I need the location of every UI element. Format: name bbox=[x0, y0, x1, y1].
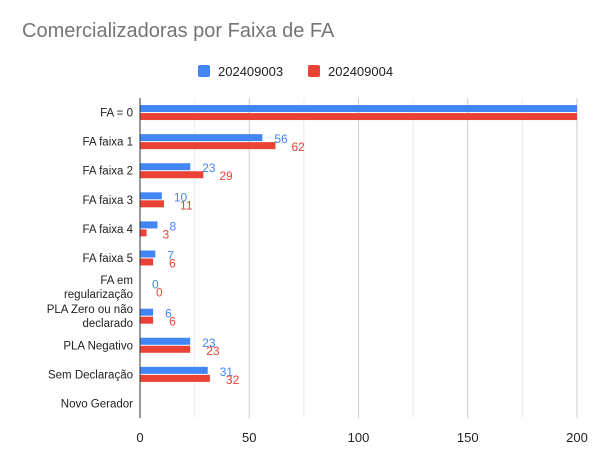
category-label: FA faixa 3 bbox=[82, 195, 133, 207]
data-label-series-2: 0 bbox=[156, 286, 163, 300]
data-label-series-1: 8 bbox=[169, 219, 176, 233]
category-label: Novo Gerador bbox=[61, 398, 133, 410]
legend-item-series-2[interactable]: 202409004 bbox=[308, 62, 393, 80]
bar-series-1 bbox=[140, 250, 156, 258]
data-label-series-2: 62 bbox=[291, 140, 305, 154]
bar-series-1 bbox=[140, 134, 263, 142]
category-label: FA faixa 4 bbox=[82, 224, 133, 236]
x-tick-label: 200 bbox=[566, 430, 588, 445]
x-tick-label: 50 bbox=[242, 430, 256, 445]
category-label: FA faixa 2 bbox=[82, 166, 133, 178]
data-label-series-1: 10 bbox=[174, 190, 188, 204]
data-label-series-1: 56 bbox=[274, 132, 288, 146]
bar-series-1 bbox=[140, 105, 577, 113]
bar-series-1 bbox=[140, 192, 162, 200]
bar-series-1 bbox=[140, 366, 208, 374]
data-label-series-2: 6 bbox=[169, 257, 176, 271]
category-label: FA = 0 bbox=[100, 108, 133, 120]
category-label: FA em bbox=[100, 275, 133, 287]
legend-swatch-series-1 bbox=[198, 65, 210, 77]
data-label-series-1: 0 bbox=[152, 278, 159, 292]
data-label-series-2: 11 bbox=[180, 198, 193, 212]
legend-item-series-1[interactable]: 202409003 bbox=[198, 62, 283, 80]
bar-series-2 bbox=[140, 171, 204, 179]
bar-series-1 bbox=[140, 337, 191, 345]
data-label-series-2: 23 bbox=[206, 344, 220, 358]
bar-series-2 bbox=[140, 374, 210, 382]
x-tick-label: 0 bbox=[136, 430, 143, 445]
data-label-series-1: 7 bbox=[167, 249, 174, 263]
legend-label-series-1: 202409003 bbox=[218, 63, 284, 79]
data-label-series-2: 29 bbox=[219, 169, 233, 183]
x-tick-label: 100 bbox=[348, 430, 370, 445]
bar-series-1 bbox=[140, 308, 154, 316]
category-label: FA faixa 1 bbox=[82, 137, 133, 149]
data-label-series-2: 6 bbox=[169, 315, 176, 329]
bar-series-1 bbox=[140, 163, 191, 171]
data-label-series-1: 6 bbox=[165, 307, 172, 321]
bar-series-2 bbox=[140, 200, 165, 208]
bar-series-2 bbox=[140, 113, 577, 121]
x-tick-label: 150 bbox=[457, 430, 479, 445]
category-label: FA faixa 5 bbox=[82, 253, 133, 265]
legend-swatch-series-2 bbox=[308, 65, 320, 77]
category-label: declarado bbox=[82, 318, 133, 330]
data-label-series-2: 32 bbox=[226, 373, 240, 387]
category-label: regularização bbox=[64, 289, 133, 301]
chart-title: Comercializadoras por Faixa de FA bbox=[22, 20, 335, 42]
bar-series-2 bbox=[140, 258, 154, 266]
data-label-series-1: 23 bbox=[202, 161, 216, 175]
bar-series-1 bbox=[140, 221, 158, 229]
category-label: Sem Declaração bbox=[48, 369, 133, 381]
category-label: PLA Negativo bbox=[63, 340, 133, 352]
data-label-series-1: 23 bbox=[202, 336, 216, 350]
bar-series-2 bbox=[140, 229, 147, 237]
bar-series-2 bbox=[140, 142, 276, 150]
bar-series-2 bbox=[140, 345, 191, 353]
legend-label-series-2: 202409004 bbox=[328, 63, 394, 79]
data-label-series-1: 31 bbox=[220, 365, 234, 379]
data-label-series-2: 3 bbox=[163, 227, 170, 241]
bar-series-2 bbox=[140, 316, 154, 324]
category-label: PLA Zero ou não bbox=[47, 304, 133, 316]
